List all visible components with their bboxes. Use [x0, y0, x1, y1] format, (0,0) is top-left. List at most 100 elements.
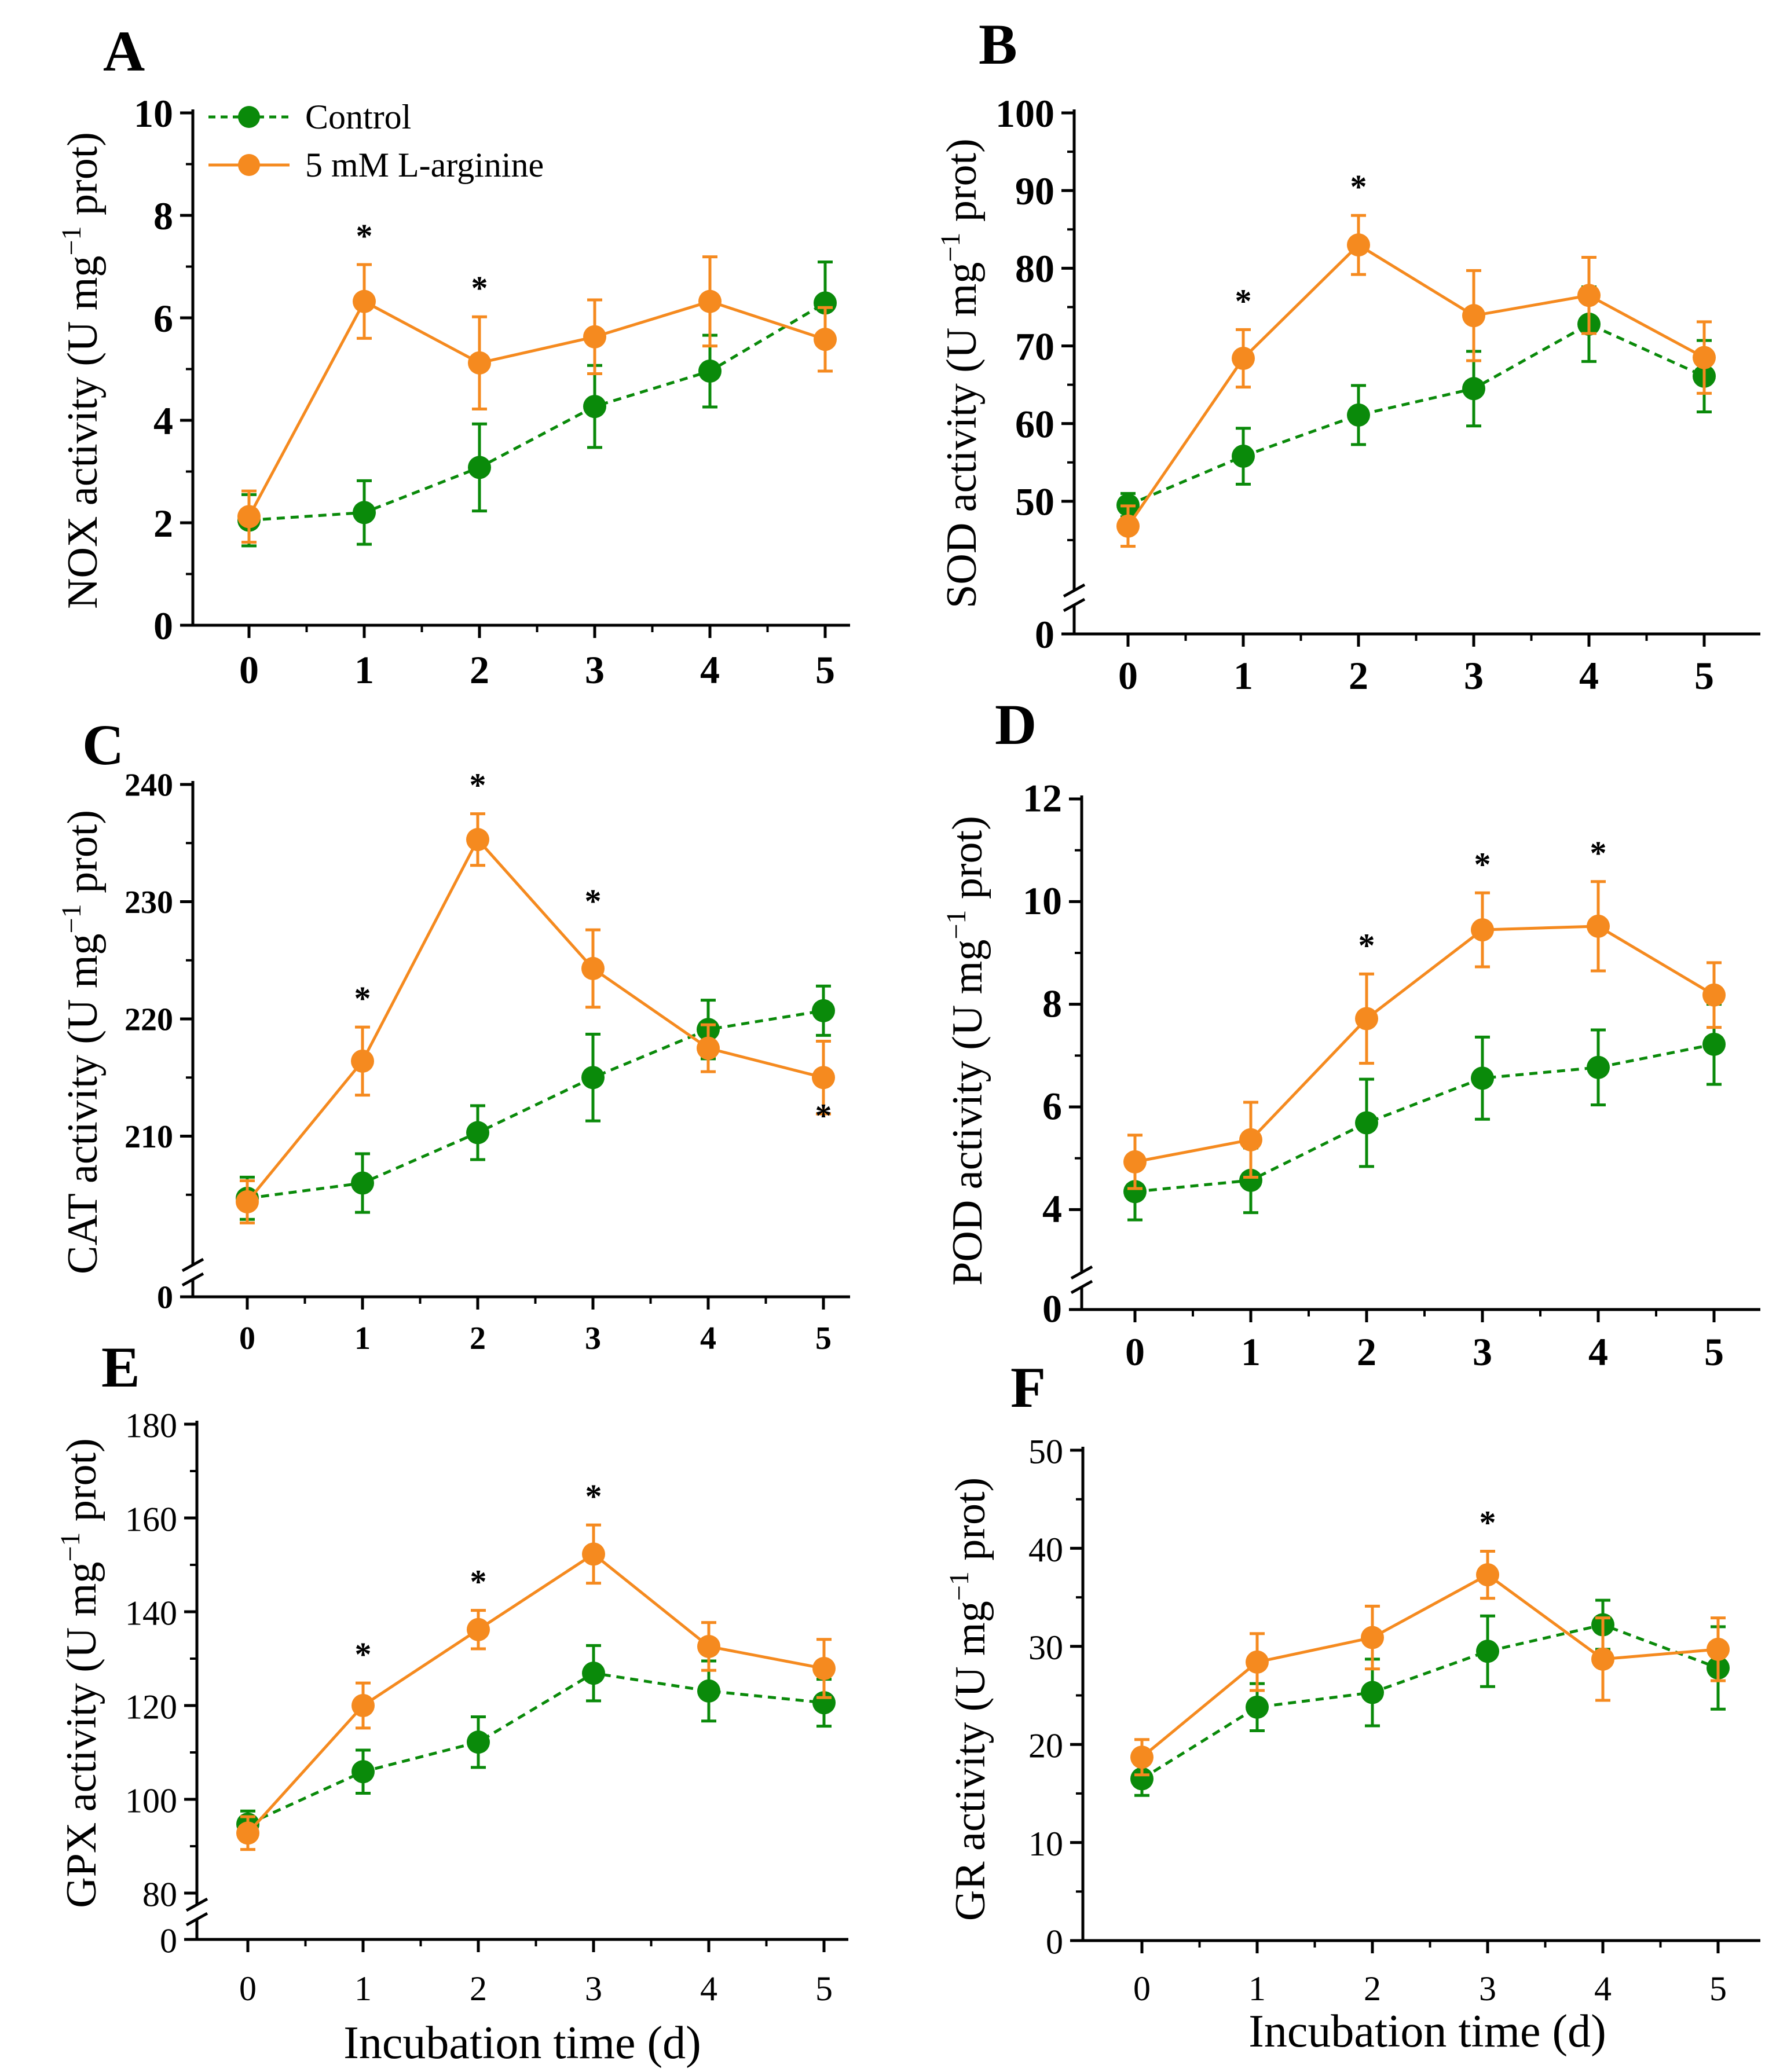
panel-letter: A — [103, 19, 145, 83]
y-tick-label: 210 — [124, 1119, 173, 1155]
x-tick-label: 0 — [239, 1321, 255, 1356]
data-point — [1130, 1745, 1154, 1769]
legend: Control 5 mM L-arginine — [208, 98, 544, 184]
y-tick-label: 80 — [142, 1875, 177, 1913]
y-tick-label: 220 — [124, 1002, 173, 1038]
x-tick-label: 3 — [1479, 1970, 1496, 2008]
series-line — [248, 302, 826, 522]
x-tick-label: 5 — [1694, 654, 1714, 698]
x-tick-label: 0 — [1133, 1970, 1151, 2008]
y-tick-label: 10 — [1023, 879, 1062, 923]
y-ticks: 0 210 220 230 240 — [124, 768, 193, 1316]
y-tick-label: 30 — [1028, 1629, 1063, 1667]
series-line — [247, 1671, 825, 1826]
data-point — [1361, 1626, 1384, 1649]
data-point — [468, 456, 491, 479]
significance-star: * — [1235, 282, 1252, 320]
series-line — [247, 1009, 824, 1200]
x-tick-label: 0 — [239, 1970, 257, 2008]
y-tick-label: 2 — [153, 501, 173, 545]
significance-star: * — [1350, 168, 1367, 206]
series-treatment — [236, 812, 835, 1224]
legend-control-label: Control — [305, 98, 411, 136]
y-tick-label: 100 — [125, 1781, 177, 1820]
x-ticks: 0 1 2 3 4 5 — [239, 1939, 833, 2008]
data-point — [1232, 445, 1255, 468]
x-tick-label: 0 — [1125, 1330, 1145, 1374]
y-tick-label: 40 — [1028, 1531, 1063, 1569]
data-point — [698, 360, 722, 383]
x-tick-label: 0 — [1118, 654, 1138, 698]
series-control — [237, 261, 837, 548]
x-tick-label: 3 — [585, 648, 605, 692]
y-tick-label: 0 — [1042, 1287, 1062, 1331]
series-treatment — [1116, 214, 1716, 548]
data-point — [1123, 1180, 1147, 1204]
series-treatment — [236, 1523, 836, 1851]
y-tick-label: 160 — [125, 1500, 177, 1538]
data-point — [237, 505, 261, 529]
data-point — [353, 501, 376, 525]
data-point — [582, 1662, 605, 1685]
series-line — [1126, 243, 1705, 527]
data-point — [814, 328, 837, 351]
y-tick-label: 70 — [1015, 324, 1054, 368]
x-tick-label: 3 — [585, 1970, 602, 2008]
panel-letter: F — [1010, 1355, 1046, 1420]
series-control — [1130, 1598, 1730, 1797]
y-tick-label: 10 — [134, 91, 173, 135]
y-tick-label: 230 — [124, 885, 173, 921]
x-tick-label: 3 — [1473, 1330, 1492, 1374]
series-control — [1116, 285, 1716, 519]
x-tick-label: 1 — [1233, 654, 1253, 698]
data-point — [697, 1679, 720, 1703]
x-ticks: 0 1 2 3 4 5 — [1133, 1941, 1727, 2008]
data-point — [236, 1821, 259, 1845]
y-tick-label: 4 — [153, 399, 173, 443]
y-tick-label: 80 — [1015, 247, 1054, 291]
y-tick-label: 0 — [1035, 613, 1054, 657]
data-point — [1355, 1007, 1378, 1031]
data-point — [1130, 1767, 1154, 1791]
data-point — [1693, 346, 1716, 369]
x-tick-label: 4 — [1594, 1970, 1612, 2008]
legend-treatment-marker — [238, 154, 260, 176]
panel-letter: C — [82, 713, 124, 777]
y-tick-label: 240 — [124, 768, 173, 804]
y-tick-label: 4 — [1042, 1187, 1062, 1231]
x-tick-label: 2 — [1364, 1970, 1381, 2008]
data-point — [1587, 914, 1610, 938]
data-point — [1707, 1637, 1730, 1661]
series-treatment — [237, 255, 837, 544]
x-tick-label: 2 — [1349, 654, 1368, 698]
data-point — [583, 395, 606, 419]
data-point — [1471, 1066, 1494, 1090]
data-point — [697, 1634, 720, 1658]
data-point — [697, 1036, 720, 1060]
data-point — [583, 325, 606, 349]
y-tick-label: 8 — [1042, 981, 1062, 1025]
y-axis-label: GR activity (U mg−1 prot) — [944, 1477, 994, 1921]
x-tick-label: 4 — [1588, 1330, 1608, 1374]
series-treatment — [1130, 1549, 1730, 1777]
significance-star: * — [1358, 926, 1375, 964]
series-line — [247, 1552, 825, 1834]
data-point — [1702, 1032, 1726, 1056]
data-point — [467, 1730, 490, 1754]
data-point — [1476, 1563, 1499, 1587]
x-tick-label: 3 — [1464, 654, 1484, 698]
y-tick-label: 6 — [1042, 1084, 1062, 1128]
data-point — [1246, 1650, 1269, 1674]
panel-letter: D — [995, 692, 1037, 757]
data-point — [698, 289, 722, 313]
data-point — [1232, 346, 1255, 370]
x-tick-label: 2 — [470, 1321, 486, 1356]
x-ticks: 0 1 2 3 4 5 — [1118, 634, 1714, 698]
data-point — [351, 1049, 374, 1073]
axis-break-mark — [185, 1912, 208, 1927]
panel-f: F 0 10 20 30 40 50 0 1 2 3 4 5 GR activity (U mg−1 pr… — [944, 1355, 1760, 2057]
significance-star: * — [471, 269, 488, 307]
data-point — [1577, 284, 1601, 307]
x-tick-label: 2 — [470, 1970, 487, 2008]
